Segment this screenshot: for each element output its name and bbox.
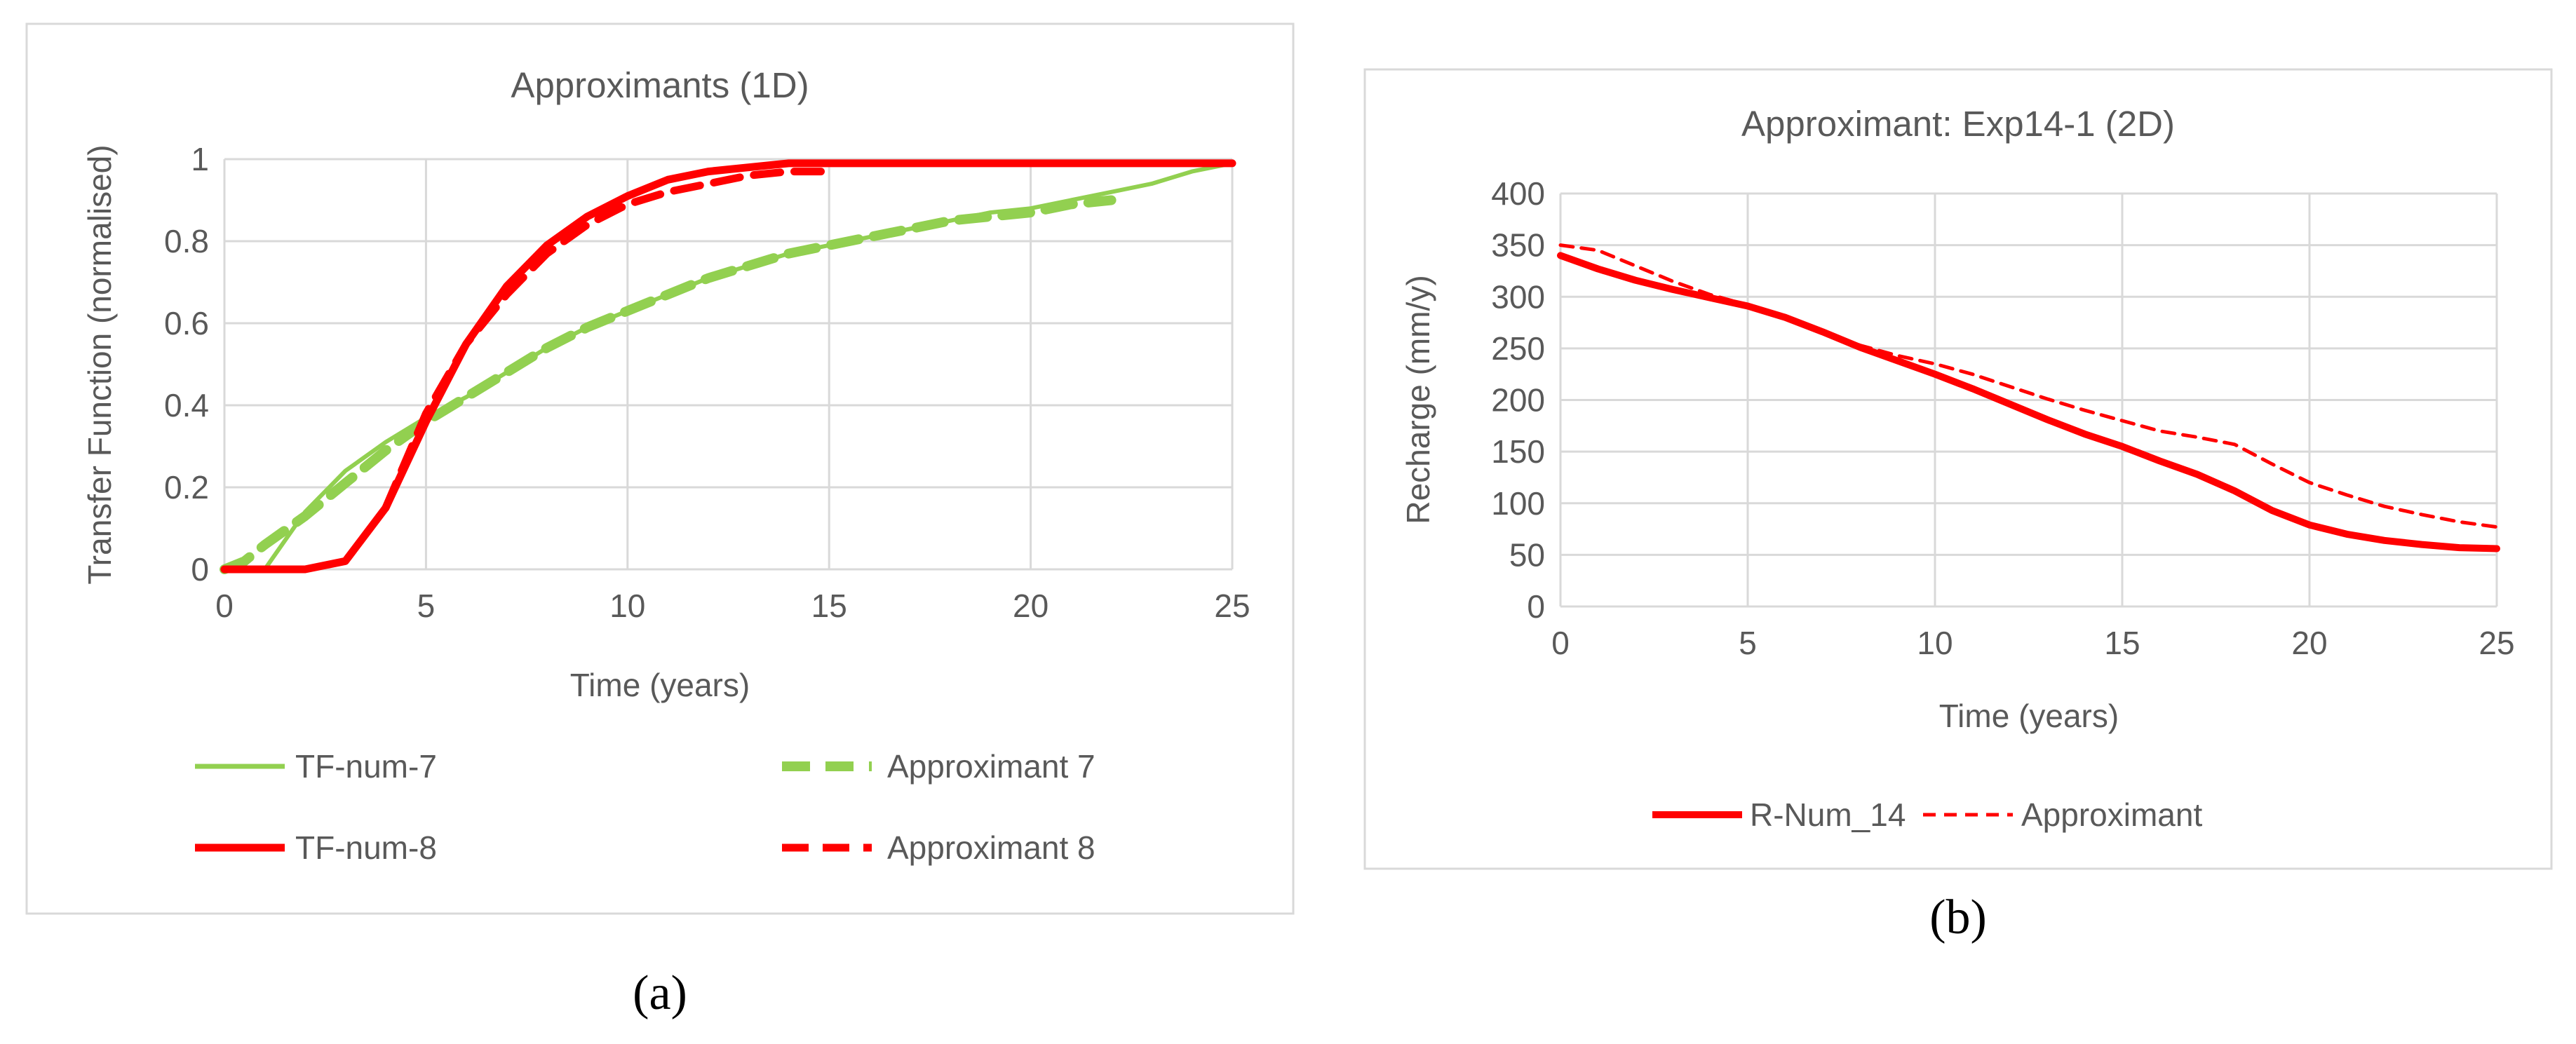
legend-label-approximant-8: Approximant 8 (887, 829, 1095, 866)
chart-b-y-axis-title: Recharge (mm/y) (1400, 275, 1436, 524)
chart-a-y-tick-0: 0 (191, 551, 209, 588)
chart-b-series (1557, 243, 2500, 552)
legend-item-tf-num-8: TF-num-8 (195, 829, 437, 866)
chart-a-x-tick-15: 15 (811, 588, 847, 624)
legend-item-approximant-7: Approximant 7 (782, 748, 1095, 785)
chart-a-x-tick-20: 20 (1013, 588, 1048, 624)
chart-b-x-tick-15: 15 (2104, 625, 2140, 661)
chart-b: Approximant: Exp14-1 (2D) 0 5 10 15 20 25 0 50… (1363, 68, 2553, 944)
legend-label-tf-num-8: TF-num-8 (295, 829, 437, 866)
legend-item-r-num-14: R-Num_14 (1652, 796, 1906, 833)
legend-label-approximant: Approximant (2021, 796, 2202, 833)
chart-a-x-tick-25: 25 (1214, 588, 1250, 624)
chart-b-y-tick-150: 150 (1491, 433, 1545, 470)
panel-label-b: (b) (1929, 890, 1987, 944)
chart-a-y-tick-1: 1 (191, 141, 209, 177)
legend-label-r-num-14: R-Num_14 (1750, 796, 1906, 833)
chart-b-x-tick-0: 0 (1551, 625, 1570, 661)
chart-b-x-axis-title: Time (years) (1939, 698, 2119, 734)
series-line-approximant (1558, 243, 2499, 529)
chart-a-series (220, 159, 1236, 574)
chart-b-y-tick-50: 50 (1509, 536, 1545, 573)
chart-b-y-tick-100: 100 (1491, 485, 1545, 522)
chart-b-x-tick-25: 25 (2479, 625, 2514, 661)
chart-a-x-tick-10: 10 (609, 588, 645, 624)
chart-b-y-tick-200: 200 (1491, 382, 1545, 419)
legend-label-approximant-7: Approximant 7 (887, 748, 1095, 785)
chart-a-y-tick-labels: 0 0.2 0.4 0.6 0.8 1 (164, 141, 209, 588)
chart-b-y-tick-300: 300 (1491, 278, 1545, 315)
series-line-r-num-14 (1557, 252, 2500, 552)
chart-b-y-tick-labels: 0 50 100 150 200 250 300 350 400 (1491, 175, 1545, 625)
chart-a-x-tick-0: 0 (215, 588, 234, 624)
chart-b-title: Approximant: Exp14-1 (2D) (1741, 104, 2175, 144)
chart-b-x-tick-10: 10 (1917, 625, 1953, 661)
chart-a-x-tick-labels: 0 5 10 15 20 25 (215, 588, 1250, 624)
chart-a-frame (25, 22, 1295, 915)
legend-label-tf-num-7: TF-num-7 (295, 748, 437, 785)
chart-a-y-tick-0-8: 0.8 (164, 223, 209, 259)
chart-a-y-tick-0-6: 0.6 (164, 305, 209, 341)
chart-b-legend: R-Num_14 Approximant (1652, 796, 2202, 833)
chart-b-frame (1363, 68, 2553, 870)
chart-a-x-tick-5: 5 (417, 588, 436, 624)
chart-b-y-tick-250: 250 (1491, 330, 1545, 367)
chart-a-title: Approximants (1D) (511, 65, 809, 105)
legend-item-approximant-8: Approximant 8 (782, 829, 1095, 866)
chart-a-y-tick-0-4: 0.4 (164, 387, 209, 423)
series-line-approximant-7 (220, 195, 1117, 574)
chart-a: Approximants (1D) 0 5 10 15 20 25 00.20.40.60… (25, 22, 1295, 1020)
chart-b-x-tick-5: 5 (1739, 625, 1757, 661)
panel-label-a: (a) (633, 966, 687, 1020)
legend-item-approximant: Approximant (1923, 796, 2202, 833)
legend-item-tf-num-7: TF-num-7 (195, 748, 437, 785)
chart-b-y-tick-350: 350 (1491, 227, 1545, 264)
chart-a-y-axis-title: Transfer Function (normalised) (81, 144, 118, 584)
chart-a-x-axis-title: Time (years) (570, 667, 750, 703)
chart-b-x-tick-20: 20 (2291, 625, 2327, 661)
chart-b-x-tick-labels: 0 5 10 15 20 25 (1551, 625, 2514, 661)
chart-a-y-tick-0-2: 0.2 (164, 469, 209, 506)
chart-a-legend: TF-num-7 Approximant 7 TF-num-8 Approxim… (195, 748, 1095, 866)
chart-b-y-tick-0: 0 (1527, 588, 1545, 625)
series-line-approximant-8 (382, 168, 833, 512)
chart-b-y-tick-400: 400 (1491, 175, 1545, 212)
